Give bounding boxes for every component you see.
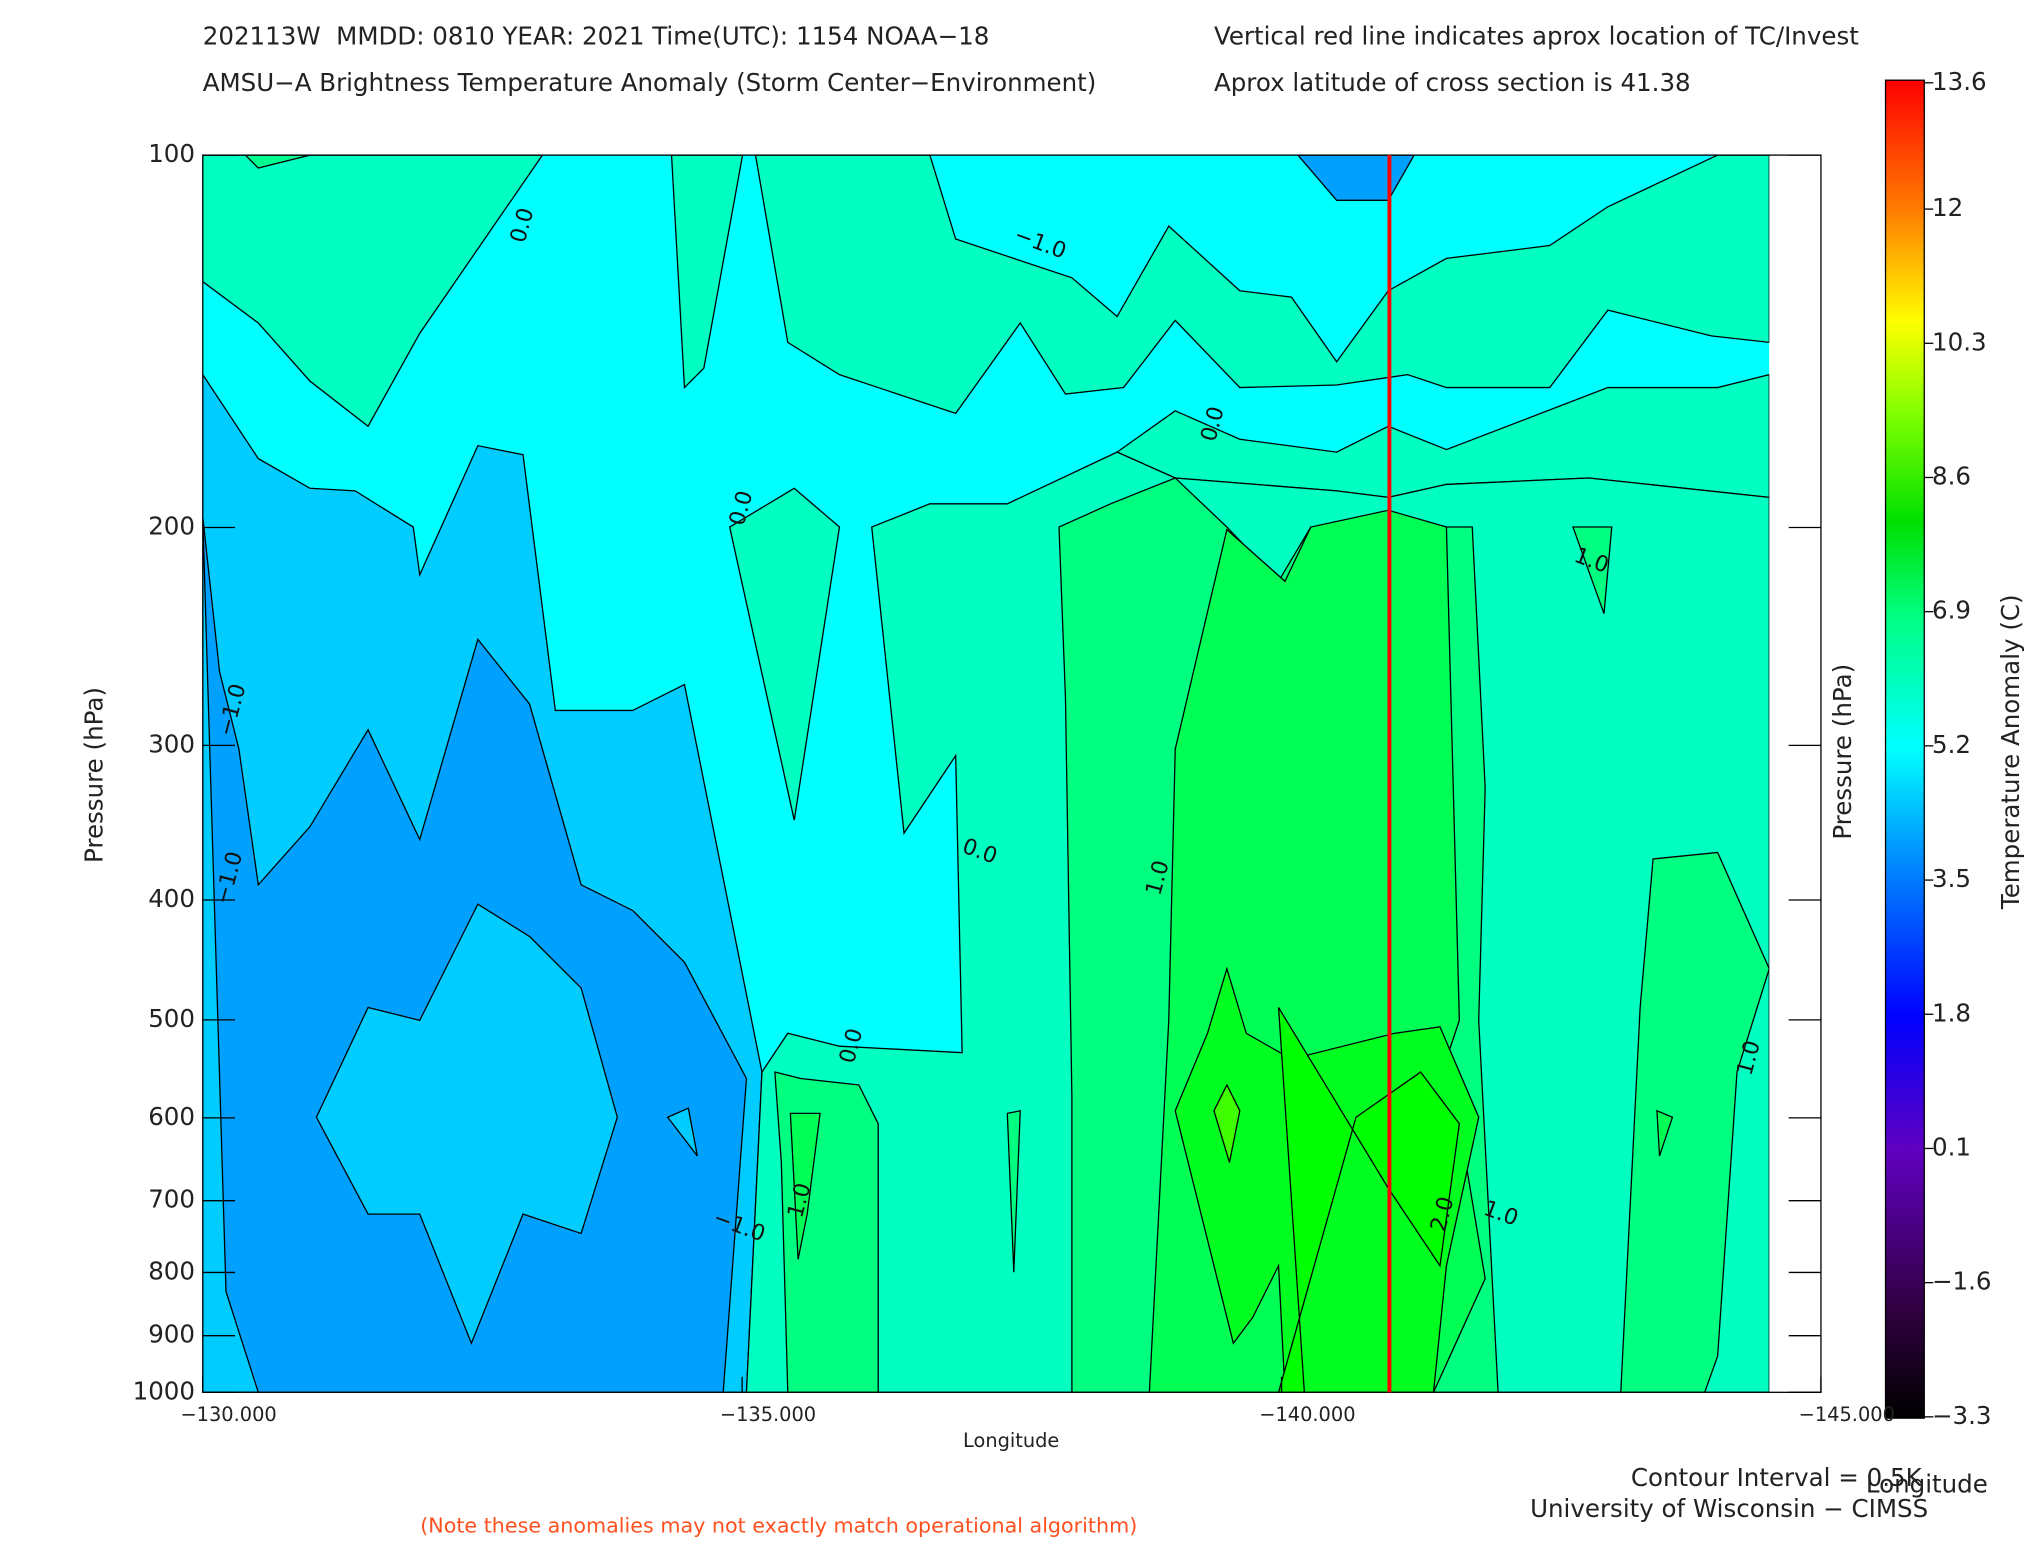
contour-region [728,487,841,821]
plot-frame [202,154,1822,1393]
y-tick-label: 900 [148,1320,195,1349]
contour-region [1213,1083,1241,1163]
contour-region [1572,526,1613,614]
contour-region [666,1107,699,1157]
info-line: Aprox latitude of cross section is 41.38 [1214,68,1691,97]
x-axis-label: Longitude [963,1429,1059,1452]
info-line: Vertical red line indicates aprox locati… [1214,22,1859,51]
colorbar-tick-label: 13.6 [1932,67,1987,96]
colorbar-tick-label: 0.1 [1932,1132,1971,1161]
colorbar-tick-label: 6.9 [1932,596,1971,625]
contour-region [1620,851,1770,1393]
x-tick-label: −145.000 [1799,1403,1895,1426]
colorbar-label: Temperature Anomaly (C) [1996,594,2025,910]
y-tick-label: 200 [148,512,195,541]
y-axis-label-right: Pressure (hPa) [1828,664,1857,840]
footer-line: Contour Interval = 0.5K [1631,1463,1923,1492]
x-tick-label: −140.000 [1259,1403,1355,1426]
footer-line: University of Wisconsin − CIMSS [1530,1494,1928,1523]
y-tick-label: 800 [148,1256,195,1285]
colorbar-tick-label: 8.6 [1932,461,1971,490]
y-tick-label: 700 [148,1185,195,1214]
contour-region [754,155,1770,415]
contour-field [202,155,1770,1393]
colorbar [1884,79,1925,1419]
y-axis-label: Pressure (hPa) [80,687,109,863]
title-line: 202113W MMDD: 0810 YEAR: 2021 Time(UTC):… [203,22,990,51]
x-tick-label: −135.000 [720,1403,816,1426]
y-tick-label: 100 [148,139,195,168]
y-tick-label: 600 [148,1102,195,1131]
contour-region [1006,1109,1021,1273]
y-tick-label: 400 [148,884,195,913]
colorbar-tick-label: −3.3 [1932,1401,1992,1430]
colorbar-tick-label: 12 [1932,193,1963,222]
colorbar-tick-label: 10.3 [1932,327,1987,356]
contour-region [1656,1109,1674,1157]
contour-region [202,155,544,428]
colorbar-tick-label: −1.6 [1932,1267,1992,1296]
contour-region [670,155,744,390]
contour-region [789,1112,821,1260]
note: (Note these anomalies may not exactly ma… [420,1514,1137,1538]
y-tick-label: 1000 [133,1376,195,1405]
title-line: AMSU−A Brightness Temperature Anomaly (S… [203,68,1097,97]
colorbar-tick-label: 5.2 [1932,730,1971,759]
contour-region [315,903,618,1345]
x-tick-label: −130.000 [180,1403,276,1426]
contour-region [244,155,311,169]
colorbar-tick-label: 3.5 [1932,864,1971,893]
y-tick-label: 300 [148,729,195,758]
x-axis-label-right: Longitude [1866,1469,1988,1498]
y-tick-label: 500 [148,1004,195,1033]
colorbar-tick-label: 1.8 [1932,998,1971,1027]
